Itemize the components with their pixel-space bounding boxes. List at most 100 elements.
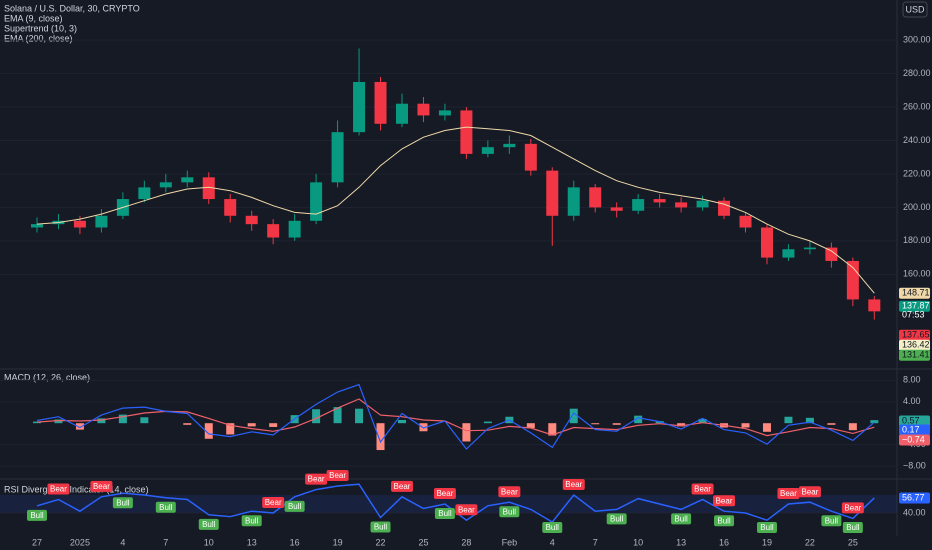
bear-tag-label: Bear — [844, 504, 861, 513]
bear-tag-label: Bear — [716, 496, 733, 505]
bull-tag-label: Bull — [116, 498, 130, 507]
price-label: 0.57 — [902, 415, 920, 425]
bull-tag — [606, 513, 627, 525]
bear-tag-label: Bear — [93, 482, 110, 491]
bull-tag — [241, 515, 262, 527]
candle-body — [481, 147, 494, 154]
bear-tag — [498, 486, 521, 498]
y-tick-label: 280.00 — [903, 68, 931, 78]
x-tick-label: 13 — [247, 537, 257, 547]
price-label: 137.65 — [902, 330, 930, 340]
bull-tag-label: Bull — [760, 523, 774, 532]
bull-tag-label: Bull — [503, 507, 517, 516]
candle-body — [417, 103, 430, 116]
bear-tag-label: Bear — [50, 485, 67, 494]
histogram-bar — [612, 423, 621, 425]
bear-tag-label: Bear — [308, 475, 325, 484]
x-tick-label: 10 — [633, 537, 643, 547]
x-tick-label: 16 — [719, 537, 729, 547]
bull-tag — [284, 500, 305, 512]
indicator-label: EMA (200, close) — [4, 33, 73, 43]
histogram-bar — [569, 408, 578, 424]
bull-tag — [842, 522, 863, 533]
histogram-bar — [333, 407, 342, 424]
bear-tag — [841, 502, 864, 514]
histogram-bar — [376, 423, 385, 451]
histogram-bar — [118, 414, 127, 424]
y-tick-label: 220.00 — [903, 168, 931, 178]
bear-tag — [691, 483, 714, 495]
candle-body — [825, 247, 838, 261]
candle-body — [567, 187, 580, 216]
candle-body — [675, 202, 688, 208]
histogram-bar — [634, 415, 643, 424]
histogram-bar — [54, 419, 63, 424]
y-tick-label: 300.00 — [903, 35, 931, 45]
bull-tag-label: Bull — [202, 520, 216, 529]
histogram-bar — [312, 409, 321, 424]
candle-body — [524, 143, 537, 171]
bull-tag-label: Bull — [30, 511, 44, 520]
candle-body — [503, 143, 516, 148]
bear-tag-label: Bear — [329, 471, 346, 480]
histogram-bar — [677, 423, 686, 427]
candle-body — [653, 199, 666, 203]
countdown: 07:53 — [902, 310, 925, 320]
bear-tag-label: Bear — [265, 498, 282, 507]
histogram-bar — [805, 417, 814, 424]
histogram-bar — [75, 423, 84, 430]
bear-tag — [798, 486, 821, 498]
bear-tag — [90, 480, 113, 492]
y-tick-label: 40.00 — [903, 507, 926, 517]
bear-tag — [433, 488, 456, 500]
candle-body — [868, 299, 881, 312]
bull-tag — [112, 497, 133, 509]
histogram-bar — [183, 423, 192, 425]
rsi-title: RSI Divergence Indicator (14, close) — [4, 484, 149, 494]
x-tick-label: 22 — [376, 537, 386, 547]
bear-tag-label: Bear — [394, 482, 411, 491]
bull-tag — [542, 522, 563, 533]
bear-tag — [390, 480, 413, 492]
candle-body — [460, 110, 473, 154]
bear-tag — [305, 473, 328, 485]
currency-label[interactable]: USD — [905, 4, 925, 14]
bear-tag-label: Bear — [458, 505, 475, 514]
x-tick-label: 22 — [805, 537, 815, 547]
macd-line — [36, 383, 875, 450]
histogram-bar — [741, 423, 750, 428]
candle-body — [31, 224, 43, 228]
x-tick-label: 13 — [676, 537, 686, 547]
x-tick-label: 19 — [333, 537, 343, 547]
candle-body — [374, 81, 387, 124]
bear-tag-label: Bear — [801, 487, 818, 496]
candle-body — [546, 170, 559, 216]
bull-tag — [370, 521, 391, 533]
y-tick-label: −8.00 — [903, 461, 926, 471]
bear-tag — [777, 488, 800, 500]
bear-tag — [562, 479, 585, 491]
x-tick-label: 10 — [204, 537, 214, 547]
bull-tag-label: Bull — [674, 515, 688, 524]
histogram-bar — [784, 416, 793, 424]
histogram-bar — [591, 423, 600, 425]
price-label: 136.42 — [902, 340, 930, 350]
histogram-bar — [762, 423, 771, 432]
bull-tag-label: Bull — [825, 516, 839, 525]
x-tick-label: 27 — [32, 537, 42, 547]
bear-tag-label: Bear — [694, 485, 711, 494]
price-label-bg — [899, 339, 930, 351]
price-label-bg — [899, 424, 930, 436]
rsi-band — [0, 495, 897, 514]
price-label-bg — [899, 492, 930, 504]
candle-body — [353, 81, 366, 133]
currency-button[interactable] — [902, 1, 928, 18]
bear-tag — [713, 495, 736, 507]
bull-tag-label: Bull — [846, 523, 860, 532]
candle-body — [696, 200, 709, 208]
indicator-label: EMA (9, close) — [4, 13, 63, 23]
candle-body — [310, 182, 323, 221]
price-label: −0.74 — [902, 434, 925, 444]
histogram-bar — [848, 423, 857, 431]
histogram-bar — [870, 420, 879, 424]
